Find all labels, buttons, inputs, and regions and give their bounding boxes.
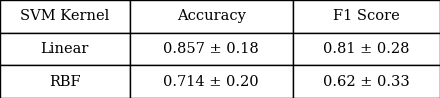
Bar	[130, 33, 293, 65]
Text: F1 Score: F1 Score	[333, 9, 400, 23]
Text: 0.81 ± 0.28: 0.81 ± 0.28	[323, 42, 410, 56]
Bar	[130, 0, 293, 33]
Bar	[0, 0, 130, 33]
Text: Accuracy: Accuracy	[177, 9, 246, 23]
Bar	[0, 33, 130, 65]
Bar	[0, 65, 130, 98]
Text: 0.62 ± 0.33: 0.62 ± 0.33	[323, 75, 410, 89]
Bar	[130, 65, 293, 98]
Bar	[293, 0, 440, 33]
Bar	[293, 33, 440, 65]
Text: Linear: Linear	[41, 42, 89, 56]
Text: SVM Kernel: SVM Kernel	[20, 9, 110, 23]
Text: 0.857 ± 0.18: 0.857 ± 0.18	[163, 42, 259, 56]
Text: 0.714 ± 0.20: 0.714 ± 0.20	[163, 75, 259, 89]
Text: RBF: RBF	[49, 75, 81, 89]
Bar	[293, 65, 440, 98]
